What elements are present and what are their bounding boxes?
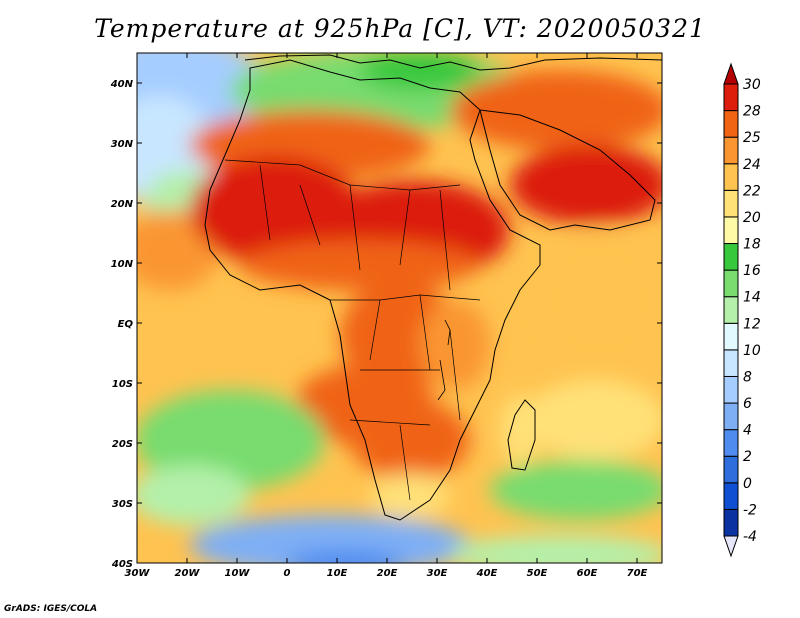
field-south-atlantic-light [137,465,250,525]
y-tick-label: 10N [111,259,134,270]
y-tick-label: 30N [111,139,134,150]
x-tick-label: 30E [427,568,448,579]
colorbar-cap-top [723,62,739,85]
colorbar-swatch [723,322,739,351]
field-southern-ocean-deep [285,550,405,563]
field-south-central [350,400,470,480]
field-arabia-north [450,70,662,150]
field-south-indian-cool [450,535,662,563]
colorbar-swatch [723,375,739,404]
colorbar-swatch [723,429,739,457]
colorbar-label: 20 [743,210,761,226]
x-tick-label: 20E [377,568,398,579]
y-tick-label: 40N [110,79,134,90]
great-lakes [437,319,451,401]
colorbar-label: 0 [743,476,752,492]
colorbar-swatch [723,83,739,112]
arabia-coastline [479,109,656,231]
x-tick-label: 70E [627,568,648,579]
colorbar-label: -2 [743,502,757,518]
colorbar-label: 25 [743,130,761,146]
field-south-atlantic [137,390,325,490]
africa-coastline [204,59,541,521]
country-borders [224,159,481,501]
colorbar-label: 12 [743,316,761,332]
colorbar-label: 30 [743,77,761,93]
grads-credit: GrADS: IGES/COLA [4,604,98,614]
field-indian-ocean [540,230,660,370]
x-tick-label: 50E [527,568,548,579]
field-sahel [240,240,480,290]
colorbar-swatch [723,136,739,165]
colorbar-swatch [723,243,739,271]
colorbar-label: -4 [743,529,757,545]
colorbar-swatch [723,216,739,245]
madagascar-coastline [507,399,536,471]
temperature-field [137,53,662,563]
field-great-lakes [420,300,490,390]
y-tick-label: 20S [112,439,133,450]
colorbar-label: 4 [743,423,752,439]
x-tick-label: 40E [476,568,498,579]
field-arabia-core [510,145,662,225]
colorbar-label: 24 [743,157,761,173]
colorbar-swatch [723,296,739,324]
y-tick-label: EQ [118,319,134,330]
x-tick-label: 30W [125,568,151,579]
colorbar-label: 22 [743,183,761,199]
x-tick-label: 60E [577,568,598,579]
field-indian-ocean-south [525,380,662,460]
colorbar-swatch [723,163,739,191]
field-south-indian-green [490,460,662,520]
x-tick-label: 0 [284,568,291,579]
colorbar-label: 2 [743,449,752,465]
y-tick-label: 40S [111,559,133,570]
chart-title: Temperature at 925hPa [C], VT: 202005032… [94,14,706,43]
field-southern-ocean [190,515,470,563]
colorbar-label: 8 [743,369,752,385]
x-tick-label: 20W [175,568,201,579]
x-tick-label: 10W [225,568,251,579]
colorbar-label: 14 [743,290,761,306]
colorbar-swatch [723,508,739,537]
x-axis: 30W 20W 10W 0 10E 20E 30E 40E 50E 60E 70E [125,53,648,579]
plot-frame [136,52,663,564]
colorbar-swatch [723,189,739,218]
colorbar-swatch [723,482,739,510]
colorbar-label: 6 [743,396,752,412]
europe-coastline [244,54,662,71]
colorbar-label: 18 [743,237,761,253]
field-south-africa [370,473,450,517]
colorbar-swatch [723,402,739,431]
x-tick-label: 10E [327,568,348,579]
y-tick-label: 30S [112,499,133,510]
colorbar-swatch [723,110,739,138]
colorbar-label: 10 [743,343,761,359]
colorbar-label: 28 [743,104,761,120]
y-axis: 40S 30S 20S 10S EQ 10N 20N 30N 40N [110,79,662,570]
field-balkans [360,53,480,90]
y-tick-label: 20N [111,199,134,210]
y-tick-label: 10S [112,379,133,390]
colorbar-swatch [723,269,739,298]
colorbar-swatch [723,455,739,484]
colorbar-cap-bottom [723,535,739,558]
colorbar-swatch [723,349,739,377]
colorbar-label: 16 [743,263,761,279]
